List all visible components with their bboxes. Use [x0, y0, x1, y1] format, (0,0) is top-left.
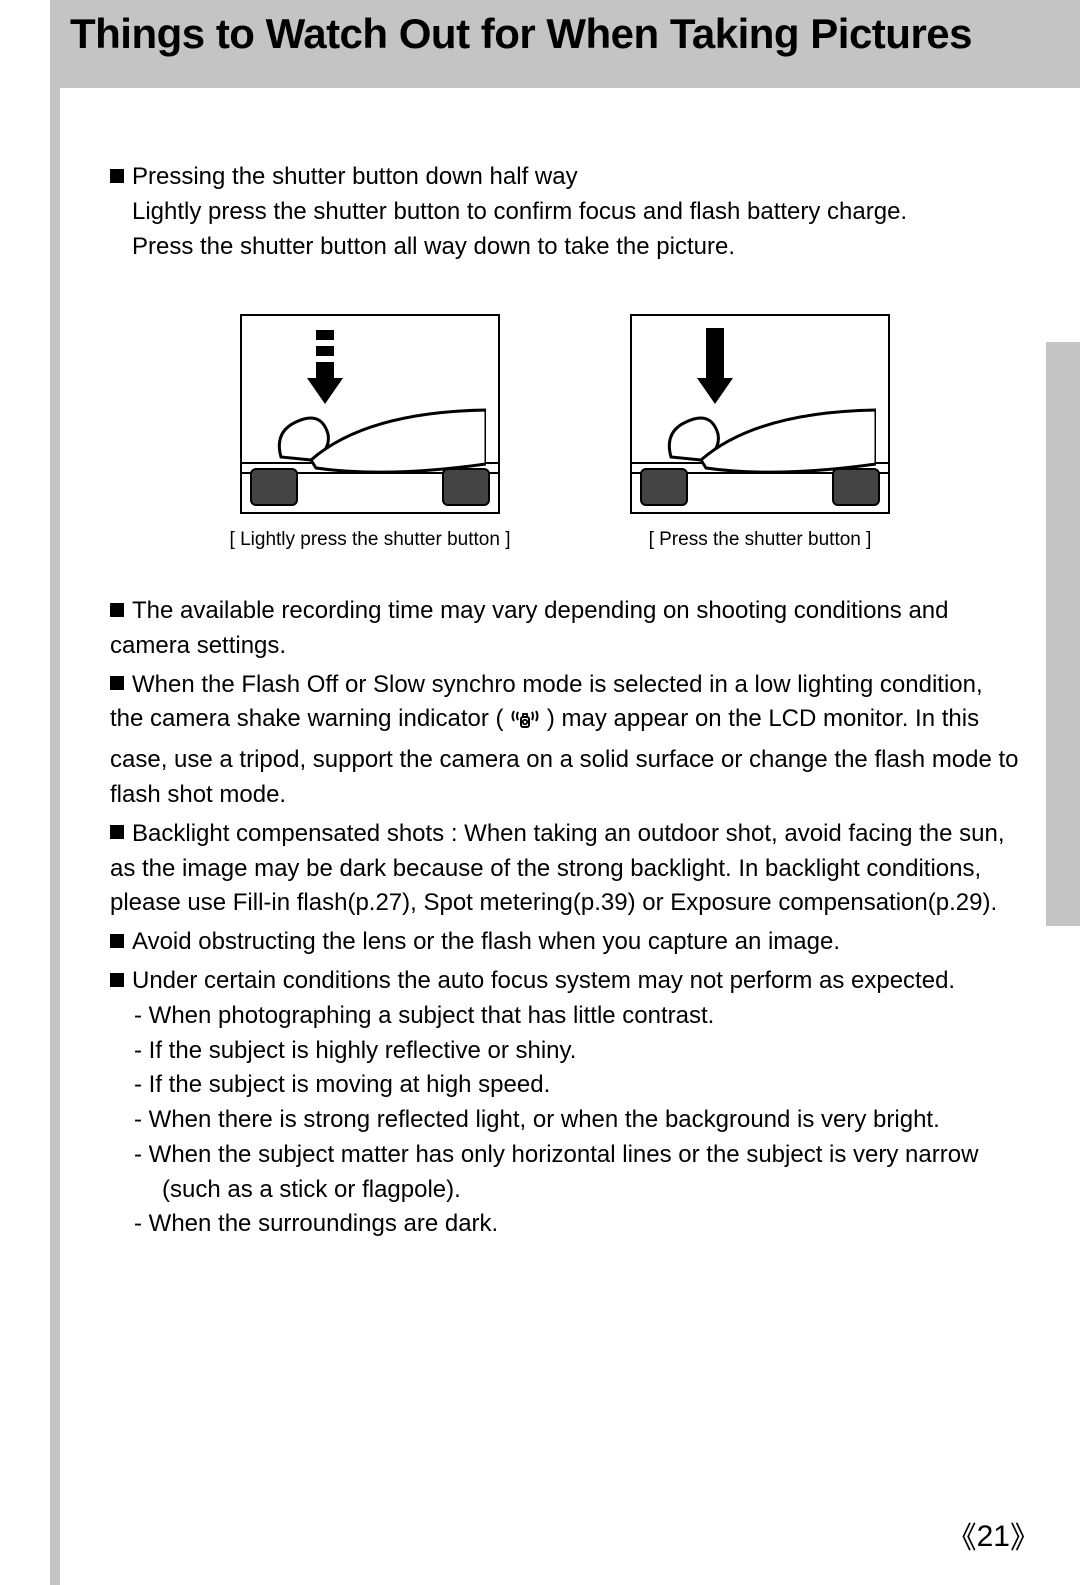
square-bullet-icon — [110, 928, 132, 955]
square-bullet-icon — [110, 597, 132, 624]
bullet-1-line1: Lightly press the shutter button to conf… — [132, 195, 1020, 230]
bullet-4-text: Backlight compensated shots : When takin… — [110, 820, 1005, 917]
figure-left-caption: [ Lightly press the shutter button ] — [225, 526, 515, 554]
bullet-1-heading: Pressing the shutter button down half wa… — [132, 163, 578, 190]
page-bracket-right-icon: 》 — [1010, 1522, 1040, 1555]
page-number: 《21》 — [947, 1513, 1040, 1557]
square-bullet-icon — [110, 967, 132, 994]
bullet-6-sub-5b: (such as a stick or flagpole). — [110, 1173, 1020, 1208]
figure-full-press: [ Press the shutter button ] — [615, 314, 905, 554]
thumb-tab — [1046, 342, 1080, 926]
bullet-6-sub-2: If the subject is highly reflective or s… — [110, 1034, 1020, 1069]
figure-full-press-image — [630, 314, 890, 514]
figure-light-press: [ Lightly press the shutter button ] — [225, 314, 515, 554]
page-title: Things to Watch Out for When Taking Pict… — [70, 10, 1070, 58]
bullet-6-sub-3: If the subject is moving at high speed. — [110, 1068, 1020, 1103]
bullet-6-sub-4: When there is strong reflected light, or… — [110, 1103, 1020, 1138]
bullet-6-sub-5: When the subject matter has only horizon… — [110, 1138, 1020, 1173]
square-bullet-icon — [110, 163, 132, 190]
figure-right-caption: [ Press the shutter button ] — [615, 526, 905, 554]
square-bullet-icon — [110, 820, 132, 847]
arrow-down-solid-icon — [697, 378, 733, 404]
left-margin-stripe — [50, 0, 60, 1585]
manual-page: Things to Watch Out for When Taking Pict… — [0, 0, 1080, 1585]
camera-shake-icon — [510, 708, 540, 743]
bullet-5: Avoid obstructing the lens or the flash … — [110, 925, 1020, 960]
square-bullet-icon — [110, 671, 132, 698]
bullet-2: The available recording time may vary de… — [110, 594, 1020, 664]
figure-row: [ Lightly press the shutter button ] [ P… — [110, 314, 1020, 554]
bullet-1: Pressing the shutter button down half wa… — [110, 160, 1020, 264]
bullet-6: Under certain conditions the auto focus … — [110, 964, 1020, 1242]
bullet-6-text: Under certain conditions the auto focus … — [132, 967, 955, 994]
page-number-value: 21 — [977, 1520, 1010, 1553]
bullet-2-text: The available recording time may vary de… — [110, 597, 949, 659]
bullet-6-sub-6: When the surroundings are dark. — [110, 1207, 1020, 1242]
figure-light-press-image — [240, 314, 500, 514]
arrow-down-dashed-icon — [307, 378, 343, 404]
bullet-5-text: Avoid obstructing the lens or the flash … — [132, 928, 840, 955]
body-content: Pressing the shutter button down half wa… — [110, 160, 1020, 1242]
page-bracket-left-icon: 《 — [947, 1522, 977, 1555]
bullet-6-sub-1: When photographing a subject that has li… — [110, 999, 1020, 1034]
bullet-3: When the Flash Off or Slow synchro mode … — [110, 668, 1020, 813]
bullet-1-line2: Press the shutter button all way down to… — [132, 230, 1020, 265]
bullet-1-body: Lightly press the shutter button to conf… — [110, 195, 1020, 265]
bullet-4: Backlight compensated shots : When takin… — [110, 817, 1020, 921]
